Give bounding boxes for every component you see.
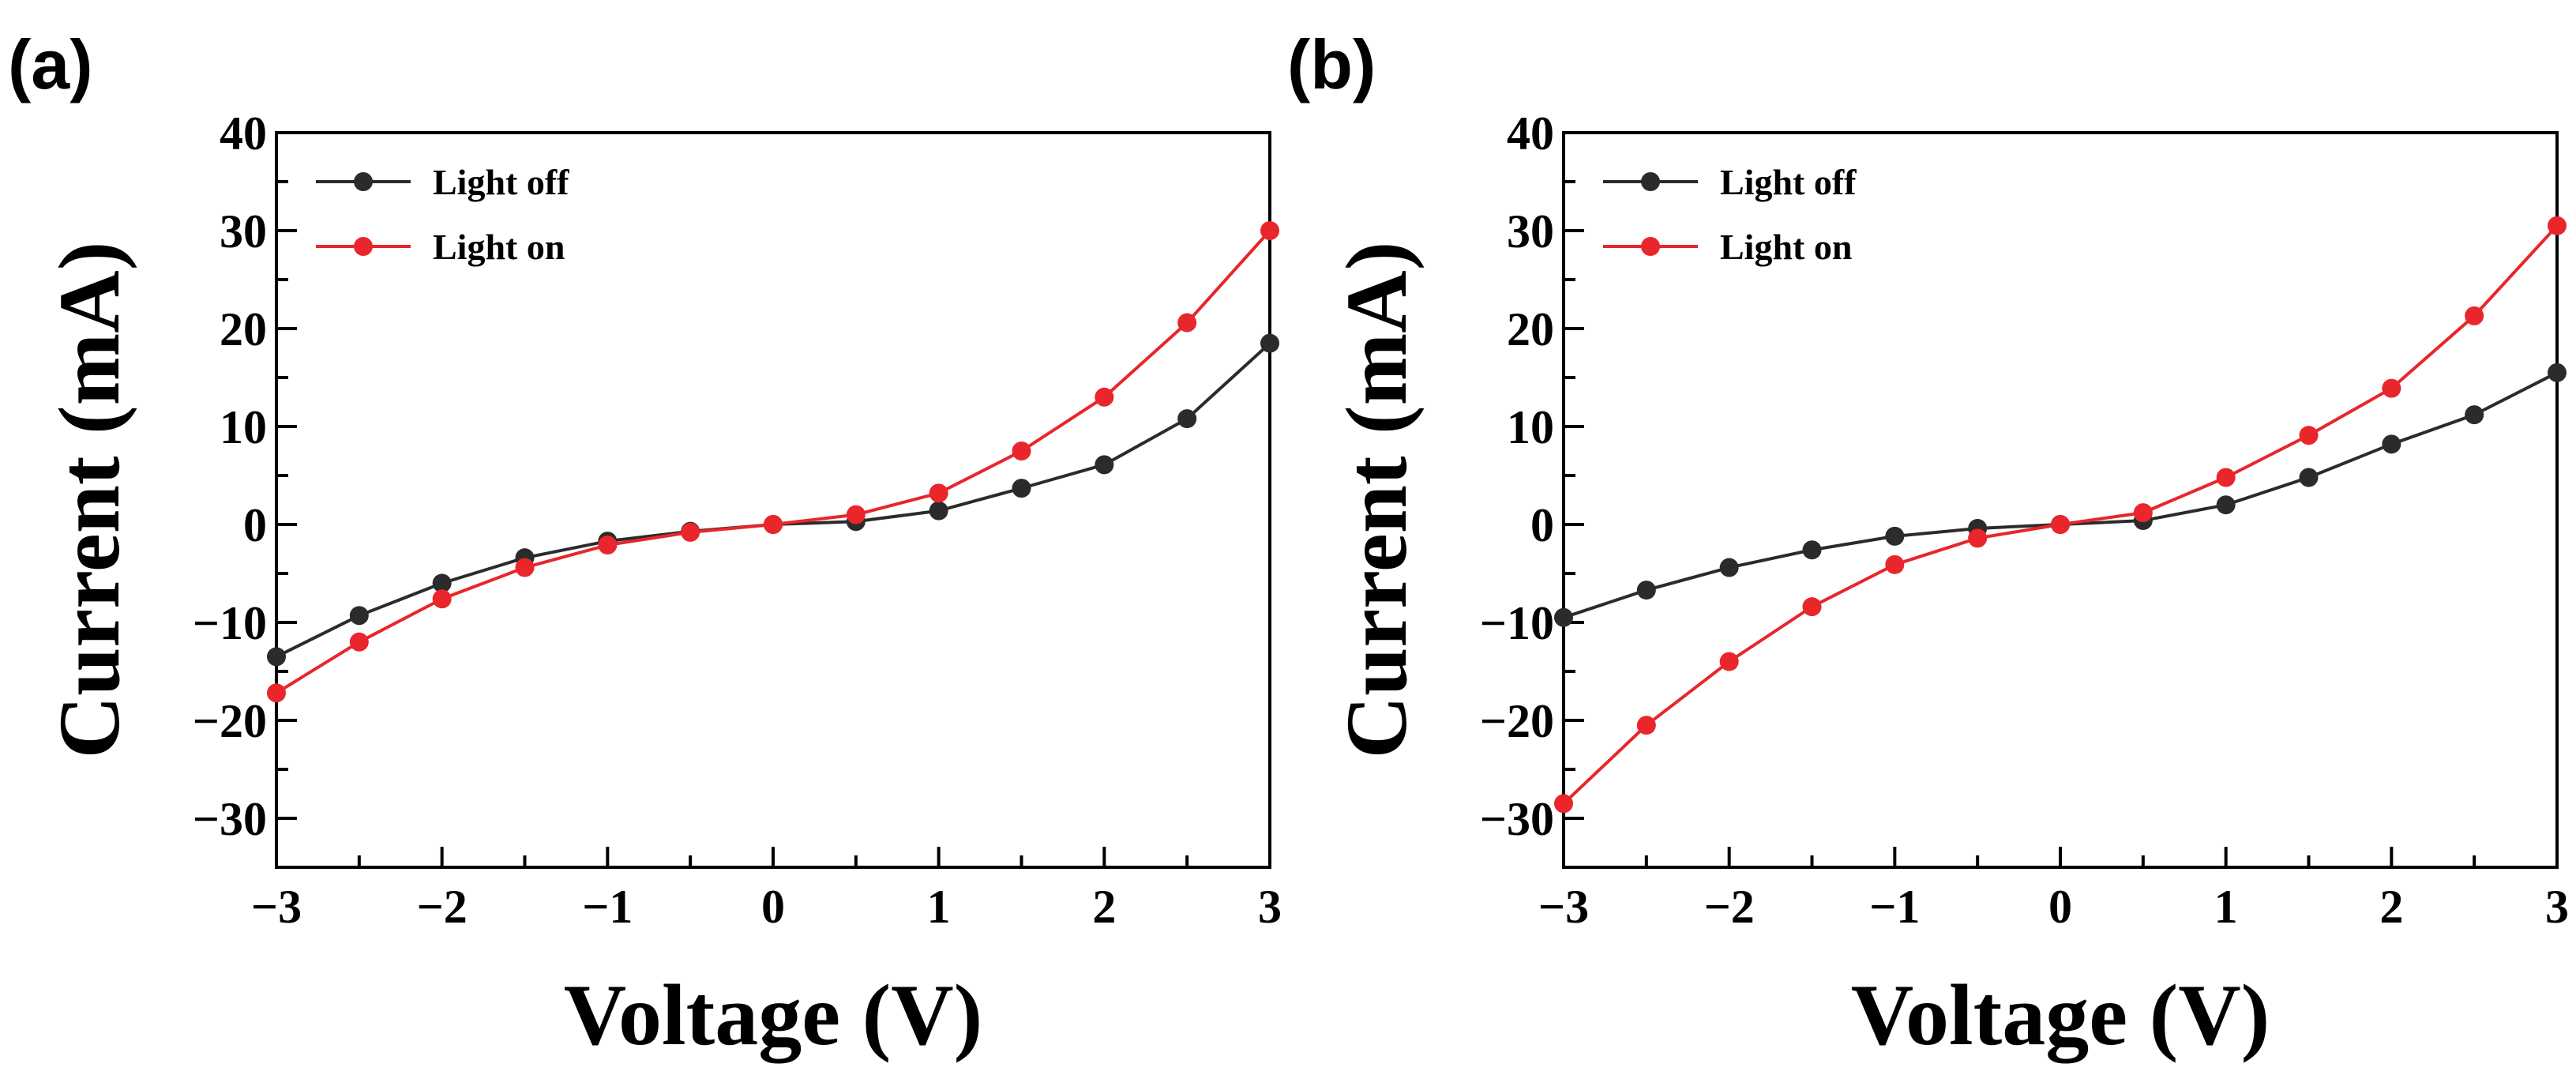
y-tick-label: −20 <box>1480 695 1554 747</box>
data-point <box>2465 306 2484 325</box>
data-point <box>929 483 948 503</box>
x-axis-title: Voltage (V) <box>1851 967 2270 1063</box>
data-point <box>1636 581 1656 600</box>
y-tick-label: −10 <box>193 597 267 649</box>
data-point <box>1968 528 1988 548</box>
y-tick-label: 0 <box>243 499 267 551</box>
series-line-light-off <box>276 342 1271 659</box>
x-tick-label: 1 <box>2214 881 2238 933</box>
data-point <box>515 558 535 577</box>
data-point <box>1636 716 1656 735</box>
data-point <box>681 522 700 542</box>
legend-label: Light on <box>1720 227 1852 267</box>
data-point <box>2133 503 2153 523</box>
y-axis-title: Current (mA) <box>1328 242 1425 759</box>
data-point <box>2382 378 2401 398</box>
y-tick-label: 40 <box>1507 107 1554 160</box>
legend-marker <box>1641 172 1660 191</box>
x-tick-label: 3 <box>1258 881 1282 933</box>
data-point <box>432 573 452 593</box>
data-point <box>764 515 783 534</box>
x-tick-label: 2 <box>1092 881 1116 933</box>
x-tick-label: 2 <box>2379 881 2403 933</box>
legend-marker <box>354 237 373 256</box>
data-point <box>1095 387 1114 407</box>
y-tick-label: 40 <box>220 107 267 160</box>
x-axis-title: Voltage (V) <box>564 967 983 1063</box>
data-point <box>1802 597 1822 617</box>
y-axis-title: Current (mA) <box>41 242 137 759</box>
series-line-light-on <box>1562 224 2559 805</box>
y-tick-label: 10 <box>220 401 267 453</box>
data-point <box>929 501 948 521</box>
legend-label: Light on <box>433 227 565 267</box>
data-point <box>432 589 452 609</box>
plot-frame <box>275 131 1271 869</box>
x-tick-label: −3 <box>1538 881 1589 933</box>
y-tick-label: −30 <box>193 793 267 845</box>
x-tick-label: −1 <box>1869 881 1920 933</box>
data-point <box>1802 540 1822 560</box>
panel-label: (b) <box>1287 25 1376 103</box>
x-tick-label: 3 <box>2545 881 2569 933</box>
data-point <box>1260 333 1279 353</box>
data-point <box>1885 554 1905 574</box>
data-point <box>1260 221 1279 240</box>
y-tick-label: 20 <box>220 303 267 355</box>
y-tick-label: −20 <box>193 695 267 747</box>
data-point <box>598 536 618 555</box>
data-point <box>2216 495 2236 515</box>
data-point <box>1885 526 1905 546</box>
series-line-light-on <box>275 229 1271 694</box>
data-point <box>2299 468 2319 487</box>
data-point <box>2548 216 2567 235</box>
data-point <box>2548 363 2567 382</box>
x-tick-label: 0 <box>2048 881 2072 933</box>
data-point <box>1095 455 1114 475</box>
data-point <box>1554 794 1573 814</box>
x-tick-label: −2 <box>1704 881 1755 933</box>
legend-label: Light off <box>1720 162 1857 202</box>
data-point <box>2051 515 2070 534</box>
data-point <box>1719 652 1739 671</box>
panel-label: (a) <box>8 25 93 103</box>
y-tick-label: −10 <box>1480 597 1554 649</box>
data-point <box>349 632 369 652</box>
data-point <box>846 505 866 524</box>
x-tick-label: 1 <box>927 881 951 933</box>
plot-frame <box>1562 131 2559 869</box>
y-tick-label: 10 <box>1507 401 1554 453</box>
legend-label: Light off <box>433 162 569 202</box>
legend-marker <box>354 172 373 191</box>
data-point <box>2299 426 2319 445</box>
x-tick-label: −1 <box>582 881 633 933</box>
y-tick-label: 0 <box>1530 499 1554 551</box>
data-point <box>2216 468 2236 487</box>
x-tick-label: 0 <box>761 881 785 933</box>
data-point <box>1012 442 1031 460</box>
data-point <box>349 606 369 626</box>
y-tick-label: 30 <box>220 205 267 257</box>
data-point <box>1177 409 1197 429</box>
y-tick-label: 30 <box>1507 205 1554 257</box>
data-point <box>1719 558 1739 577</box>
y-tick-label: −30 <box>1480 793 1554 845</box>
x-tick-label: −2 <box>417 881 468 933</box>
data-point <box>1012 479 1031 498</box>
data-point <box>1554 607 1573 627</box>
data-point <box>2465 405 2484 425</box>
data-point <box>1177 313 1197 333</box>
y-tick-label: 20 <box>1507 303 1554 355</box>
x-tick-label: −3 <box>251 881 302 933</box>
legend-marker <box>1641 237 1660 256</box>
data-point <box>2382 434 2401 454</box>
series-line-light-off <box>1563 371 2558 619</box>
data-point <box>267 683 286 703</box>
data-point <box>267 647 286 667</box>
